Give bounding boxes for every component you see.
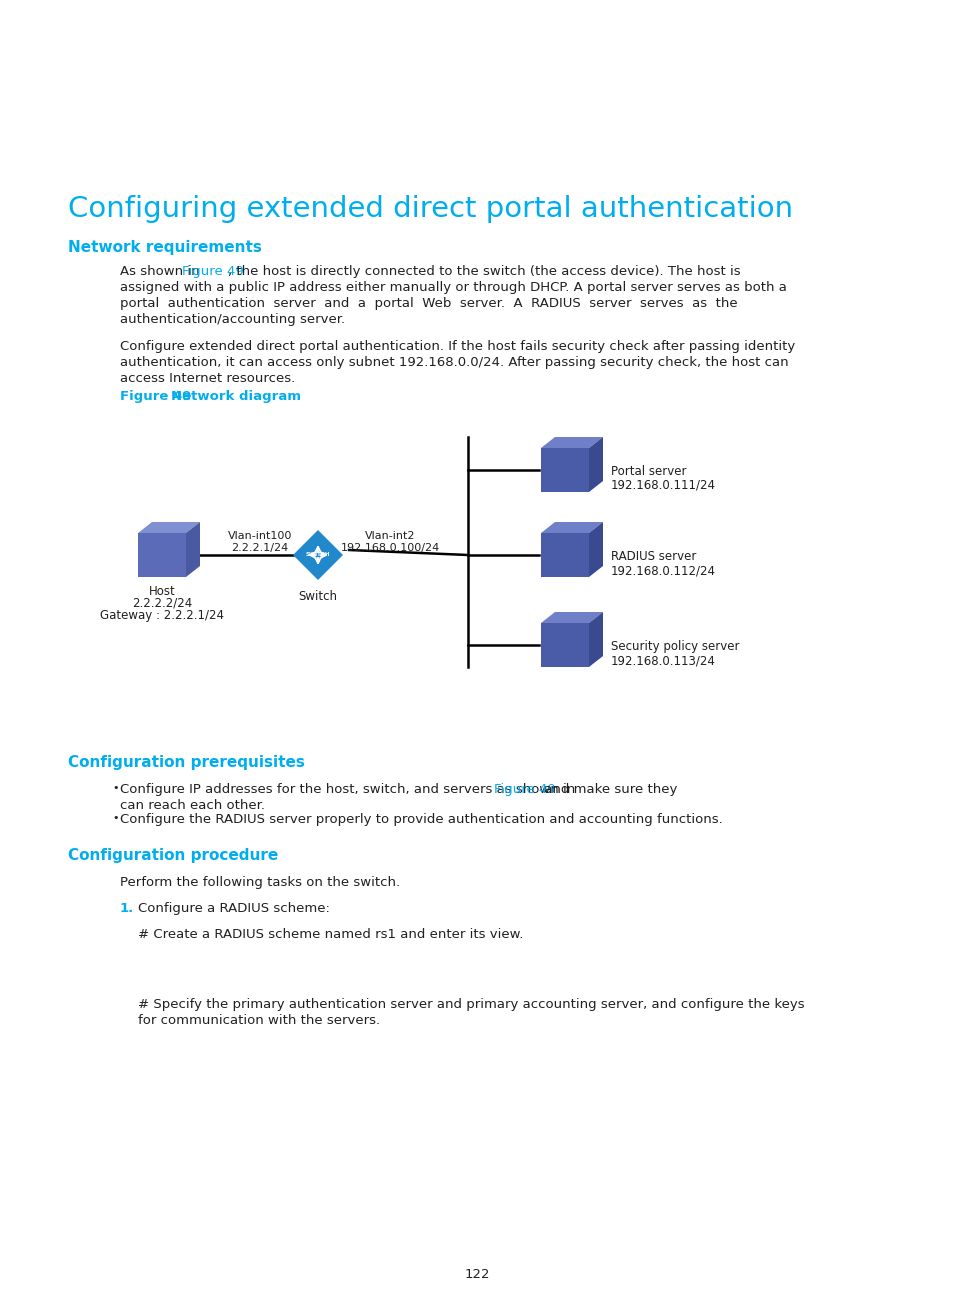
Text: Figure 49: Figure 49 — [120, 390, 195, 403]
Text: Figure 49: Figure 49 — [494, 783, 556, 796]
Text: access Internet resources.: access Internet resources. — [120, 372, 294, 385]
Text: 192.168.0.112/24: 192.168.0.112/24 — [610, 564, 716, 577]
Text: 192.168.0.113/24: 192.168.0.113/24 — [610, 654, 715, 667]
Polygon shape — [138, 533, 186, 577]
Text: Vlan-int100: Vlan-int100 — [228, 531, 292, 540]
Text: As shown in: As shown in — [120, 264, 204, 279]
Text: RADIUS server: RADIUS server — [610, 550, 696, 562]
Text: Perform the following tasks on the switch.: Perform the following tasks on the switc… — [120, 876, 399, 889]
Text: and make sure they: and make sure they — [539, 783, 677, 796]
Text: 192.168.0.100/24: 192.168.0.100/24 — [340, 543, 439, 553]
Polygon shape — [540, 533, 588, 577]
Text: 2.2.2.1/24: 2.2.2.1/24 — [232, 543, 289, 553]
Text: Network diagram: Network diagram — [171, 390, 301, 403]
Text: Gateway : 2.2.2.1/24: Gateway : 2.2.2.1/24 — [100, 609, 224, 622]
Polygon shape — [540, 623, 588, 667]
Text: 122: 122 — [464, 1267, 489, 1280]
Text: , the host is directly connected to the switch (the access device). The host is: , the host is directly connected to the … — [228, 264, 740, 279]
Text: Switch: Switch — [298, 590, 337, 603]
Polygon shape — [540, 612, 602, 623]
Text: •: • — [112, 813, 118, 823]
Text: authentication/accounting server.: authentication/accounting server. — [120, 314, 345, 327]
Text: # Specify the primary authentication server and primary accounting server, and c: # Specify the primary authentication ser… — [138, 998, 803, 1011]
Polygon shape — [293, 530, 343, 581]
Text: # Create a RADIUS scheme named rs1 and enter its view.: # Create a RADIUS scheme named rs1 and e… — [138, 928, 523, 941]
Text: authentication, it can access only subnet 192.168.0.0/24. After passing security: authentication, it can access only subne… — [120, 356, 788, 369]
Text: SWITCH: SWITCH — [305, 552, 330, 556]
Text: •: • — [112, 783, 118, 793]
Text: portal  authentication  server  and  a  portal  Web  server.  A  RADIUS  server : portal authentication server and a porta… — [120, 297, 737, 310]
Polygon shape — [540, 437, 602, 448]
Polygon shape — [186, 522, 200, 577]
Text: Vlan-int2: Vlan-int2 — [364, 531, 415, 540]
Polygon shape — [540, 522, 602, 533]
Text: Figure 49: Figure 49 — [182, 264, 244, 279]
Text: 192.168.0.111/24: 192.168.0.111/24 — [610, 480, 716, 492]
Text: Network requirements: Network requirements — [68, 240, 262, 255]
Text: Configure a RADIUS scheme:: Configure a RADIUS scheme: — [138, 902, 330, 915]
Text: 2.2.2.2/24: 2.2.2.2/24 — [132, 597, 192, 610]
Polygon shape — [540, 448, 588, 492]
Text: for communication with the servers.: for communication with the servers. — [138, 1013, 379, 1026]
Polygon shape — [588, 522, 602, 577]
Text: 1.: 1. — [120, 902, 134, 915]
Text: Configure extended direct portal authentication. If the host fails security chec: Configure extended direct portal authent… — [120, 340, 795, 353]
Polygon shape — [588, 437, 602, 492]
Text: Security policy server: Security policy server — [610, 640, 739, 653]
Text: Configuring extended direct portal authentication: Configuring extended direct portal authe… — [68, 194, 792, 223]
Text: assigned with a public IP address either manually or through DHCP. A portal serv: assigned with a public IP address either… — [120, 281, 786, 294]
Text: Configure IP addresses for the host, switch, and servers as shown in: Configure IP addresses for the host, swi… — [120, 783, 578, 796]
Text: Configuration procedure: Configuration procedure — [68, 848, 278, 863]
Text: can reach each other.: can reach each other. — [120, 800, 265, 813]
Polygon shape — [588, 612, 602, 667]
Text: Configuration prerequisites: Configuration prerequisites — [68, 756, 305, 770]
Text: Host: Host — [149, 584, 175, 597]
Text: Portal server: Portal server — [610, 465, 686, 478]
Polygon shape — [138, 522, 200, 533]
Text: Configure the RADIUS server properly to provide authentication and accounting fu: Configure the RADIUS server properly to … — [120, 813, 722, 826]
